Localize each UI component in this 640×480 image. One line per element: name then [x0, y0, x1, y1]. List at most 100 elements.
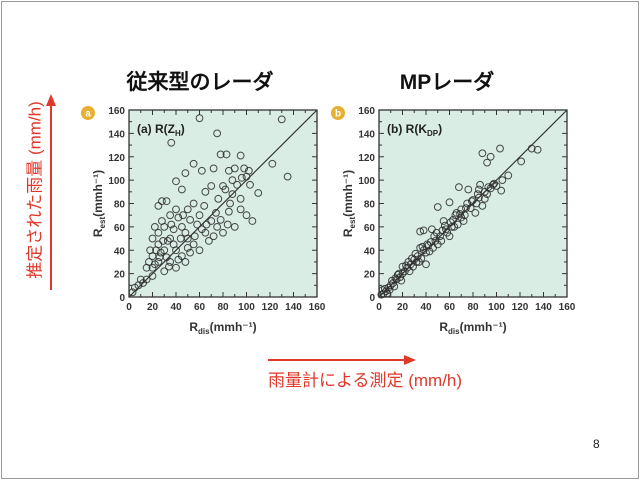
- x-tick-label: 160: [309, 302, 326, 313]
- data-point: [464, 185, 473, 194]
- data-point: [156, 248, 165, 257]
- y-tick-label: 100: [108, 176, 125, 187]
- x-tick-label: 140: [535, 302, 552, 313]
- data-point: [190, 232, 199, 241]
- data-point: [179, 211, 187, 220]
- y-tick-label: 160: [108, 106, 125, 117]
- data-point: [440, 221, 449, 230]
- data-point: [455, 183, 463, 192]
- y-tick-label: 60: [364, 223, 376, 234]
- data-point: [486, 152, 495, 161]
- data-point: [224, 207, 233, 216]
- data-point: [201, 187, 210, 196]
- data-point: [172, 177, 180, 186]
- badge-label: a: [85, 109, 91, 120]
- data-point: [411, 249, 420, 258]
- data-point: [432, 228, 441, 237]
- data-point: [213, 222, 222, 231]
- data-point: [212, 208, 220, 217]
- x-tick-label: 0: [376, 302, 382, 313]
- x-tick-label: 160: [559, 302, 576, 313]
- data-point: [186, 248, 195, 257]
- data-point: [242, 211, 251, 220]
- y-tick-label: 20: [114, 270, 126, 281]
- y-tick-label: 160: [358, 106, 375, 117]
- data-point: [452, 208, 461, 217]
- data-point: [490, 179, 499, 188]
- badge-b-icon: [331, 106, 345, 120]
- y-arrow-head: [46, 94, 56, 106]
- x-tick-label: 40: [170, 302, 182, 313]
- data-point: [533, 145, 542, 154]
- data-point: [517, 157, 526, 166]
- data-point: [167, 138, 176, 147]
- data-point: [236, 205, 245, 214]
- x-tick-label: 100: [488, 302, 505, 313]
- data-point: [504, 171, 513, 180]
- data-point: [205, 237, 213, 245]
- data-point: [222, 150, 231, 159]
- data-point: [189, 199, 198, 208]
- x-tick-label: 120: [512, 302, 529, 313]
- x-tick-label: 20: [397, 302, 409, 313]
- x-tick-label: 60: [444, 302, 456, 313]
- data-point: [213, 129, 222, 138]
- data-point: [177, 185, 186, 194]
- x-tick-label: 140: [285, 302, 302, 313]
- data-point: [181, 258, 190, 266]
- data-point: [209, 164, 218, 173]
- data-point: [167, 220, 176, 229]
- x-tick-label: 120: [262, 302, 279, 313]
- data-point: [145, 258, 153, 266]
- page-number: 8: [593, 437, 600, 451]
- data-point: [159, 237, 167, 245]
- data-point: [418, 242, 427, 251]
- data-point: [228, 190, 237, 199]
- data-point: [398, 262, 407, 271]
- data-point: [283, 172, 292, 181]
- data-point: [209, 232, 218, 241]
- data-point: [158, 217, 166, 225]
- data-point: [236, 151, 245, 160]
- data-point: [162, 197, 171, 206]
- data-point: [450, 222, 459, 231]
- data-point: [397, 276, 406, 285]
- data-point: [174, 213, 183, 222]
- data-point: [176, 234, 185, 243]
- y-tick-label: 120: [108, 153, 125, 164]
- data-point: [456, 210, 464, 218]
- data-point: [163, 237, 172, 245]
- x-axis-label: Rdis(mmh⁻¹): [189, 320, 256, 336]
- y-tick-label: 0: [369, 293, 375, 304]
- data-point: [200, 201, 209, 210]
- data-point: [233, 180, 242, 189]
- data-point: [476, 180, 484, 189]
- y-tick-label: 80: [114, 200, 126, 211]
- data-point: [197, 225, 206, 234]
- title-conventional-radar: 従来型のレーダ: [126, 71, 274, 94]
- data-point: [148, 272, 157, 280]
- data-point: [221, 185, 230, 194]
- data-point: [240, 164, 249, 173]
- data-point: [437, 237, 446, 245]
- x-tick-label: 60: [194, 302, 206, 313]
- scatter-plot-a: 0 20 40 60 80 100 120 140 160 0 20 40 60 80 100 120 140 1…: [81, 106, 326, 336]
- data-point: [197, 166, 206, 175]
- data-point: [422, 260, 430, 269]
- y-tick-label: 140: [108, 129, 125, 140]
- data-point: [419, 226, 428, 235]
- data-point: [433, 203, 442, 211]
- data-point: [166, 211, 175, 220]
- y-tick-label: 120: [358, 153, 375, 164]
- data-point: [195, 246, 204, 255]
- data-point: [202, 220, 211, 229]
- data-point: [457, 213, 466, 222]
- data-point: [497, 186, 506, 195]
- data-point: [146, 246, 155, 255]
- data-point: [416, 227, 425, 236]
- data-point: [237, 173, 246, 182]
- y-axis-label: Rest(mmh⁻¹): [341, 170, 357, 237]
- data-point: [195, 211, 204, 220]
